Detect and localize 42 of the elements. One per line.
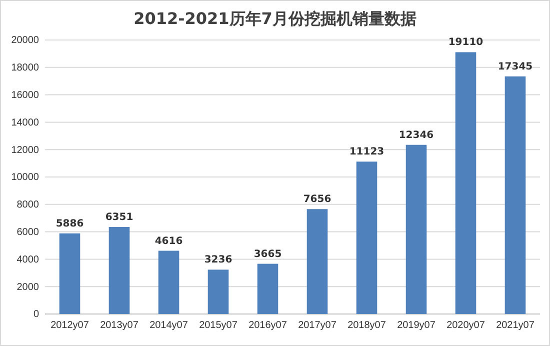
x-tick-label: 2020y07 (446, 320, 486, 332)
data-label: 19110 (448, 37, 484, 48)
y-tick-label: 2000 (16, 282, 40, 293)
y-tick-label: 8000 (16, 200, 40, 211)
y-tick-label: 12000 (11, 144, 40, 156)
bar (208, 270, 229, 314)
data-label: 3236 (204, 254, 232, 266)
x-tick-label: 2018y07 (348, 320, 386, 332)
x-tick-label: 2014y07 (150, 320, 188, 332)
data-label: 4616 (154, 236, 183, 247)
data-label: 5886 (56, 218, 84, 230)
x-tick-label: 2016y07 (248, 320, 288, 332)
bar (158, 250, 180, 314)
data-label: 12346 (398, 130, 434, 141)
data-label: 3665 (254, 248, 282, 260)
x-tick-label: 2017y07 (298, 320, 337, 332)
data-label: 17345 (498, 61, 533, 72)
y-tick-label: 18000 (11, 62, 40, 74)
bar (406, 144, 427, 314)
bar (356, 162, 378, 314)
chart-title: 2012-2021历年7月份挖掘机销量数据 (134, 9, 416, 28)
data-label: 7656 (303, 194, 332, 206)
bar (108, 226, 130, 314)
data-label: 11123 (349, 146, 384, 158)
y-tick-label: 4000 (16, 254, 40, 266)
x-tick-label: 2021y07 (496, 320, 535, 332)
y-tick-label: 14000 (11, 117, 40, 128)
y-tick-label: 10000 (11, 172, 40, 184)
y-tick-label: 6000 (16, 227, 40, 238)
data-label: 6351 (105, 212, 134, 223)
x-tick-label: 2012y07 (50, 320, 90, 332)
bar (504, 76, 526, 314)
bar (59, 233, 80, 314)
y-tick-label: 16000 (11, 90, 40, 101)
y-tick-label: 0 (33, 309, 40, 320)
x-tick-label: 2019y07 (397, 320, 436, 332)
bar (257, 264, 278, 314)
bar (455, 52, 476, 314)
bar (306, 209, 328, 314)
y-tick-label: 20000 (11, 35, 40, 46)
x-tick-label: 2015y07 (199, 320, 238, 332)
x-tick-label: 2013y07 (100, 320, 139, 332)
